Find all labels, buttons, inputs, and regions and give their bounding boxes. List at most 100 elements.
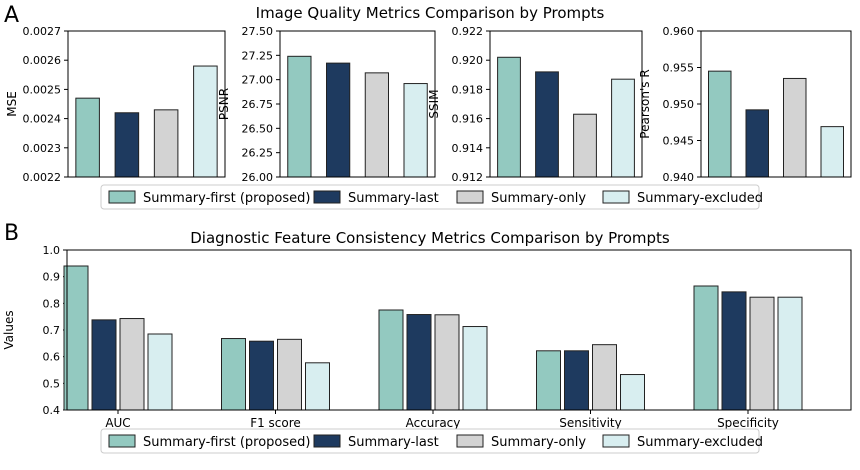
bar-summary-first-proposed <box>497 56 521 178</box>
bar-summary-last <box>326 62 351 178</box>
chart-pearson-s-r: 0.940 0.945 0.950 0.955 0.960 Pearson's R <box>638 25 852 184</box>
bar-specificity-summary-last <box>721 291 747 411</box>
y-axis-label: PSNR <box>217 88 231 120</box>
y-tick-label: 0.5 <box>43 377 61 390</box>
panel-a-title: Image Quality Metrics Comparison by Prom… <box>256 4 605 22</box>
bar-summary-first-proposed <box>75 97 100 178</box>
y-tick-label: 0.940 <box>663 171 695 184</box>
bar-summary-first-proposed <box>287 55 312 178</box>
legend-label-summary-last: Summary-last <box>348 435 439 450</box>
bar-summary-excluded <box>611 78 635 178</box>
legend-label-summary-first-proposed: Summary-first (proposed) <box>143 191 310 206</box>
bar-summary-only <box>573 113 597 178</box>
bar-summary-excluded <box>193 65 218 178</box>
chart-psnr: 26.00 26.25 26.50 26.75 27.00 27.25 27.50 PSNR <box>217 25 436 184</box>
legend-swatch-summary-first-proposed <box>108 434 136 448</box>
y-tick-label: 0.6 <box>43 351 61 364</box>
bar-accuracy-summary-only <box>434 314 460 411</box>
y-tick-label: 0.916 <box>452 113 484 126</box>
plots-layer: 0.0022 0.0023 0.0024 0.0025 0.0026 0.0027 MSE 2… <box>2 25 852 430</box>
panel-b-label: B <box>4 221 19 246</box>
bar-summary-only <box>364 72 389 178</box>
y-axis-label: MSE <box>5 91 19 117</box>
legend-label-summary-last: Summary-last <box>348 191 439 206</box>
y-tick-label: 27.00 <box>242 74 274 87</box>
legends-layer: Summary-first (proposed) Summary-last Summ… <box>100 184 763 454</box>
y-tick-label: 0.945 <box>663 135 695 148</box>
plot-frame <box>67 30 226 178</box>
legend-panel-b: Summary-first (proposed) Summary-last Summ… <box>100 428 763 454</box>
y-tick-label: 26.25 <box>242 147 274 160</box>
legend-frame <box>100 428 760 454</box>
y-tick-label: 0.960 <box>663 25 695 38</box>
y-tick-label: 26.75 <box>242 98 274 111</box>
y-tick-label: 26.50 <box>242 122 274 135</box>
plot-frame <box>66 249 852 411</box>
legend-frame <box>100 184 760 210</box>
y-tick-label: 0.0022 <box>23 171 62 184</box>
plot-frame <box>700 30 852 178</box>
y-tick-label: 0.0025 <box>23 83 62 96</box>
legend-swatch-summary-first-proposed <box>108 190 136 204</box>
y-tick-label: 0.920 <box>452 54 484 67</box>
bar-f1-score-summary-excluded <box>305 362 330 411</box>
legend-label-summary-only: Summary-only <box>491 191 586 206</box>
bar-sensitivity-summary-only <box>592 344 617 411</box>
bar-auc-summary-excluded <box>147 333 173 411</box>
y-tick-label: 0.7 <box>43 324 61 337</box>
chart-mse: 0.0022 0.0023 0.0024 0.0025 0.0026 0.0027 MSE <box>5 25 226 184</box>
y-tick-label: 0.914 <box>452 142 484 155</box>
bar-summary-last <box>745 109 769 178</box>
bar-specificity-summary-excluded <box>777 296 803 411</box>
y-tick-label: 0.0027 <box>23 25 62 38</box>
bar-accuracy-summary-excluded <box>462 326 488 411</box>
legend-swatch-summary-only <box>456 190 484 204</box>
y-tick-label: 26.00 <box>242 171 274 184</box>
bar-auc-summary-only <box>119 318 145 411</box>
legend-label-summary-first-proposed: Summary-first (proposed) <box>143 435 310 450</box>
y-axis-label: Pearson's R <box>638 69 652 138</box>
y-axis-label: SSIM <box>427 89 441 118</box>
bar-f1-score-summary-first-proposed <box>221 338 246 411</box>
bar-sensitivity-summary-last <box>564 350 589 411</box>
legend-panel-a: Summary-first (proposed) Summary-last Summ… <box>100 184 763 210</box>
legend-swatch-summary-excluded <box>602 434 630 448</box>
bar-summary-only <box>783 77 807 178</box>
bar-accuracy-summary-first-proposed <box>378 309 404 411</box>
y-tick-label: 0.912 <box>452 171 484 184</box>
legend-swatch-summary-last <box>313 434 341 448</box>
x-tick-label: Sensitivity <box>559 416 621 430</box>
y-tick-label: 27.25 <box>242 49 274 62</box>
bar-summary-last <box>114 112 140 178</box>
legend-label-summary-excluded: Summary-excluded <box>637 191 763 206</box>
bar-accuracy-summary-last <box>406 314 432 411</box>
y-tick-label: 0.0023 <box>23 142 62 155</box>
x-tick-label: AUC <box>105 416 130 430</box>
bar-summary-excluded <box>820 126 844 178</box>
bar-sensitivity-summary-first-proposed <box>536 350 561 411</box>
bar-auc-summary-last <box>91 319 117 411</box>
bar-auc-summary-first-proposed <box>63 265 89 411</box>
y-tick-label: 0.950 <box>663 98 695 111</box>
bar-summary-first-proposed <box>708 70 732 178</box>
y-tick-label: 0.4 <box>43 404 61 417</box>
bar-summary-last <box>535 71 559 178</box>
bar-f1-score-summary-last <box>249 340 274 411</box>
y-tick-label: 0.9 <box>43 271 61 284</box>
legend-label-summary-excluded: Summary-excluded <box>637 435 763 450</box>
chart-diagnostic-metrics: 0.4 0.5 0.6 0.7 0.8 0.9 1.0 Values AUC F1 score Ac… <box>2 244 852 430</box>
y-axis-label: Values <box>2 310 16 349</box>
legend-swatch-summary-excluded <box>602 190 630 204</box>
y-tick-label: 0.955 <box>663 62 695 75</box>
x-tick-label: Accuracy <box>406 416 461 430</box>
y-tick-label: 1.0 <box>43 244 61 257</box>
panel-a-label: A <box>4 3 19 28</box>
y-tick-label: 0.922 <box>452 25 484 38</box>
x-tick-label: Specificity <box>717 416 779 430</box>
y-tick-label: 0.918 <box>452 83 484 96</box>
bar-specificity-summary-only <box>749 296 775 411</box>
bar-sensitivity-summary-excluded <box>620 374 645 411</box>
x-tick-label: F1 score <box>250 416 301 430</box>
y-tick-label: 27.50 <box>242 25 274 38</box>
